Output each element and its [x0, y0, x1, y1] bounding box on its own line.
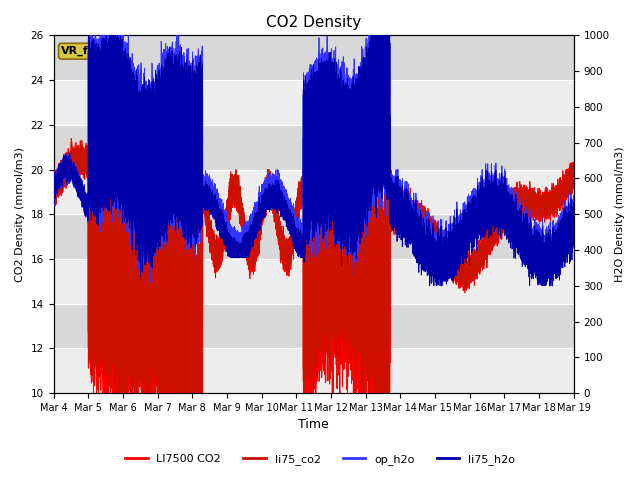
- Bar: [54, 169, 573, 214]
- Bar: [54, 80, 573, 125]
- Legend: LI7500 CO2, li75_co2, op_h2o, li75_h2o: LI7500 CO2, li75_co2, op_h2o, li75_h2o: [121, 450, 519, 469]
- Bar: [54, 348, 573, 393]
- Bar: [54, 259, 573, 304]
- Title: CO2 Density: CO2 Density: [266, 15, 361, 30]
- Y-axis label: H2O Density (mmol/m3): H2O Density (mmol/m3): [615, 146, 625, 282]
- Text: VR_flux: VR_flux: [61, 46, 108, 56]
- X-axis label: Time: Time: [298, 419, 329, 432]
- Y-axis label: CO2 Density (mmol/m3): CO2 Density (mmol/m3): [15, 147, 25, 282]
